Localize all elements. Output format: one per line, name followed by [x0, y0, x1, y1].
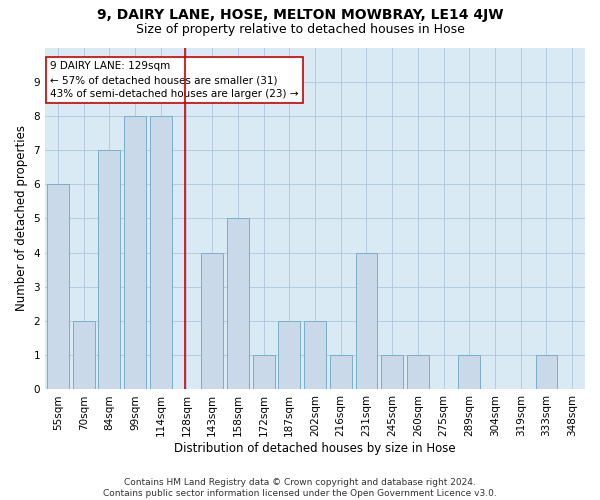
X-axis label: Distribution of detached houses by size in Hose: Distribution of detached houses by size …	[174, 442, 456, 455]
Text: Size of property relative to detached houses in Hose: Size of property relative to detached ho…	[136, 22, 464, 36]
Bar	[73, 321, 95, 390]
Bar	[536, 356, 557, 390]
Text: 9 DAIRY LANE: 129sqm
← 57% of detached houses are smaller (31)
43% of semi-detac: 9 DAIRY LANE: 129sqm ← 57% of detached h…	[50, 61, 299, 99]
Bar	[407, 356, 429, 390]
Bar	[124, 116, 146, 390]
Bar	[98, 150, 120, 390]
Bar	[304, 321, 326, 390]
Text: Contains HM Land Registry data © Crown copyright and database right 2024.
Contai: Contains HM Land Registry data © Crown c…	[103, 478, 497, 498]
Bar	[278, 321, 300, 390]
Bar	[150, 116, 172, 390]
Bar	[201, 252, 223, 390]
Bar	[330, 356, 352, 390]
Bar	[253, 356, 275, 390]
Bar	[458, 356, 480, 390]
Bar	[47, 184, 69, 390]
Bar	[356, 252, 377, 390]
Bar	[227, 218, 249, 390]
Y-axis label: Number of detached properties: Number of detached properties	[15, 126, 28, 312]
Bar	[381, 356, 403, 390]
Text: 9, DAIRY LANE, HOSE, MELTON MOWBRAY, LE14 4JW: 9, DAIRY LANE, HOSE, MELTON MOWBRAY, LE1…	[97, 8, 503, 22]
